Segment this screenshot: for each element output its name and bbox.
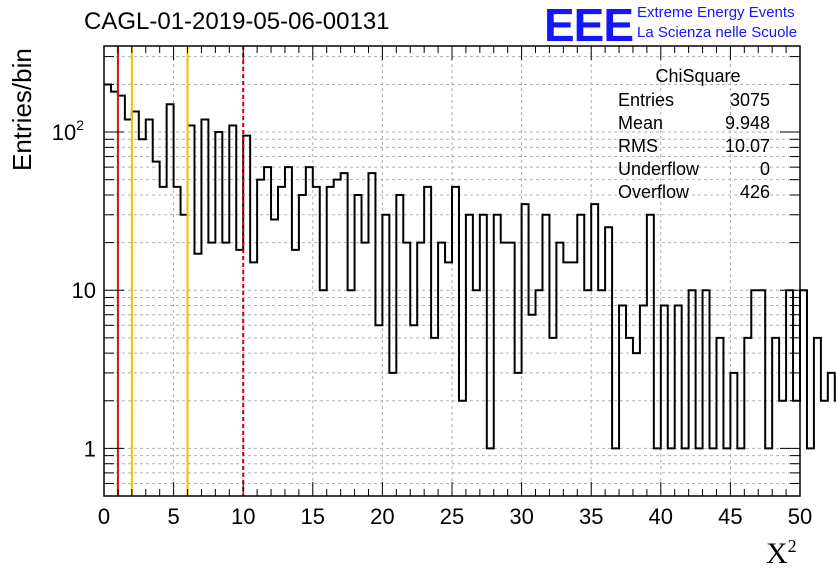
histogram-outline	[104, 83, 836, 450]
x-tick-label: 15	[301, 504, 325, 529]
stats-row: Underflow 0	[612, 158, 778, 181]
stats-value: 0	[759, 159, 770, 179]
stats-label: Overflow	[618, 182, 690, 202]
logo-caption-2: La Scienza nelle Scuole	[637, 24, 798, 41]
x-axis-title-sup: 2	[787, 536, 797, 556]
logo-caption-1: Extreme Energy Events	[637, 4, 795, 21]
tick-labels-layer: 0 5 10 15 20 25 30 35 40 45 50 1 10 102	[52, 117, 813, 529]
stats-row: RMS 10.07	[612, 135, 778, 158]
x-tick-label: 10	[231, 504, 255, 529]
stats-row: Mean 9.948	[612, 112, 778, 135]
stats-label: Underflow	[618, 159, 700, 179]
stats-value: 9.948	[724, 113, 770, 133]
x-tick-label: 50	[788, 504, 812, 529]
stats-row: Overflow 426	[612, 181, 778, 204]
stats-row: Entries 3075	[612, 89, 778, 112]
stats-label: Mean	[618, 113, 664, 133]
stats-label: Entries	[618, 90, 675, 110]
stats-value: 426	[739, 182, 770, 202]
y-tick-label: 10	[72, 278, 96, 303]
x-tick-label: 40	[649, 504, 673, 529]
stats-box: ChiSquare Entries 3075 Mean 9.948 RMS 10.07…	[612, 66, 778, 204]
y-tick-label: 1	[84, 436, 96, 461]
stats-label: RMS	[618, 136, 658, 156]
run-title: CAGL-01-2019-05-06-00131	[84, 8, 390, 35]
stats-title: ChiSquare	[655, 66, 741, 86]
x-tick-label: 45	[718, 504, 742, 529]
marker-lines-layer	[116, 46, 245, 496]
x-tick-label: 0	[98, 504, 110, 529]
x-tick-label: 25	[440, 504, 464, 529]
x-tick-label: 20	[370, 504, 394, 529]
x-axis-title-base: X	[766, 537, 788, 570]
y-tick-label: 102	[52, 117, 84, 145]
y-axis-title: Entries/bin	[7, 48, 37, 171]
stats-value: 3075	[729, 90, 770, 110]
histogram-layer	[104, 83, 836, 450]
x-tick-label: 5	[167, 504, 179, 529]
stats-value: 10.07	[724, 136, 770, 156]
x-tick-label: 30	[509, 504, 533, 529]
eee-logo: EEE	[544, 0, 634, 51]
x-tick-label: 35	[579, 504, 603, 529]
x-axis-title: X2	[766, 536, 797, 571]
ticks-layer	[103, 46, 801, 497]
